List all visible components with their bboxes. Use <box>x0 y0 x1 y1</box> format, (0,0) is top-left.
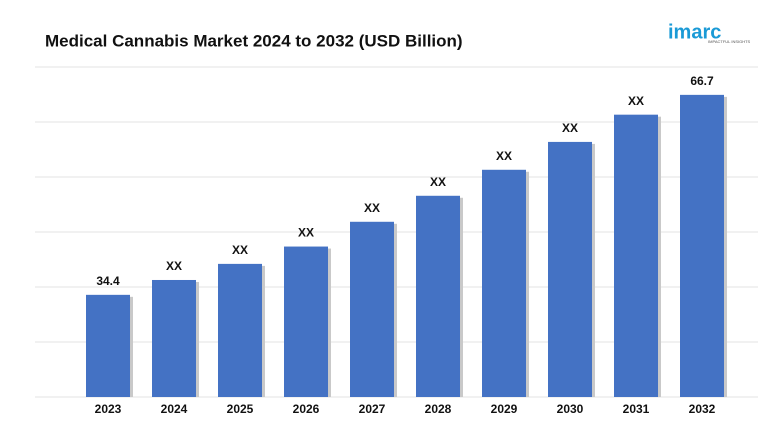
bar <box>548 141 592 397</box>
value-label: XX <box>298 226 314 240</box>
bar <box>614 114 658 397</box>
logo: imarc <box>668 21 721 43</box>
value-label: XX <box>364 201 380 215</box>
value-label: XX <box>562 121 578 135</box>
x-tick-label: 2024 <box>161 402 188 416</box>
x-tick-label: 2030 <box>557 402 584 416</box>
x-tick-label: 2028 <box>425 402 452 416</box>
value-label: XX <box>496 149 512 163</box>
bar <box>284 246 328 397</box>
x-tick-label: 2032 <box>689 402 716 416</box>
x-tick-label: 2023 <box>95 402 122 416</box>
bar <box>416 195 460 397</box>
x-tick-label: 2031 <box>623 402 650 416</box>
x-tick-label: 2026 <box>293 402 320 416</box>
value-label: 66.7 <box>690 74 714 88</box>
bar <box>680 94 724 398</box>
bar <box>152 279 196 397</box>
bar <box>350 221 394 397</box>
bar <box>218 263 262 397</box>
chart-title: Medical Cannabis Market 2024 to 2032 (US… <box>45 31 463 50</box>
value-label: XX <box>430 175 446 189</box>
value-label: 34.4 <box>96 274 120 288</box>
value-label: XX <box>166 259 182 273</box>
value-label: XX <box>628 94 644 108</box>
value-label: XX <box>232 243 248 257</box>
x-tick-label: 2027 <box>359 402 386 416</box>
bar <box>86 294 130 397</box>
bar <box>482 169 526 397</box>
x-tick-label: 2029 <box>491 402 518 416</box>
logo-tagline: IMPACTFUL INSIGHTS <box>708 39 751 44</box>
x-tick-label: 2025 <box>227 402 254 416</box>
